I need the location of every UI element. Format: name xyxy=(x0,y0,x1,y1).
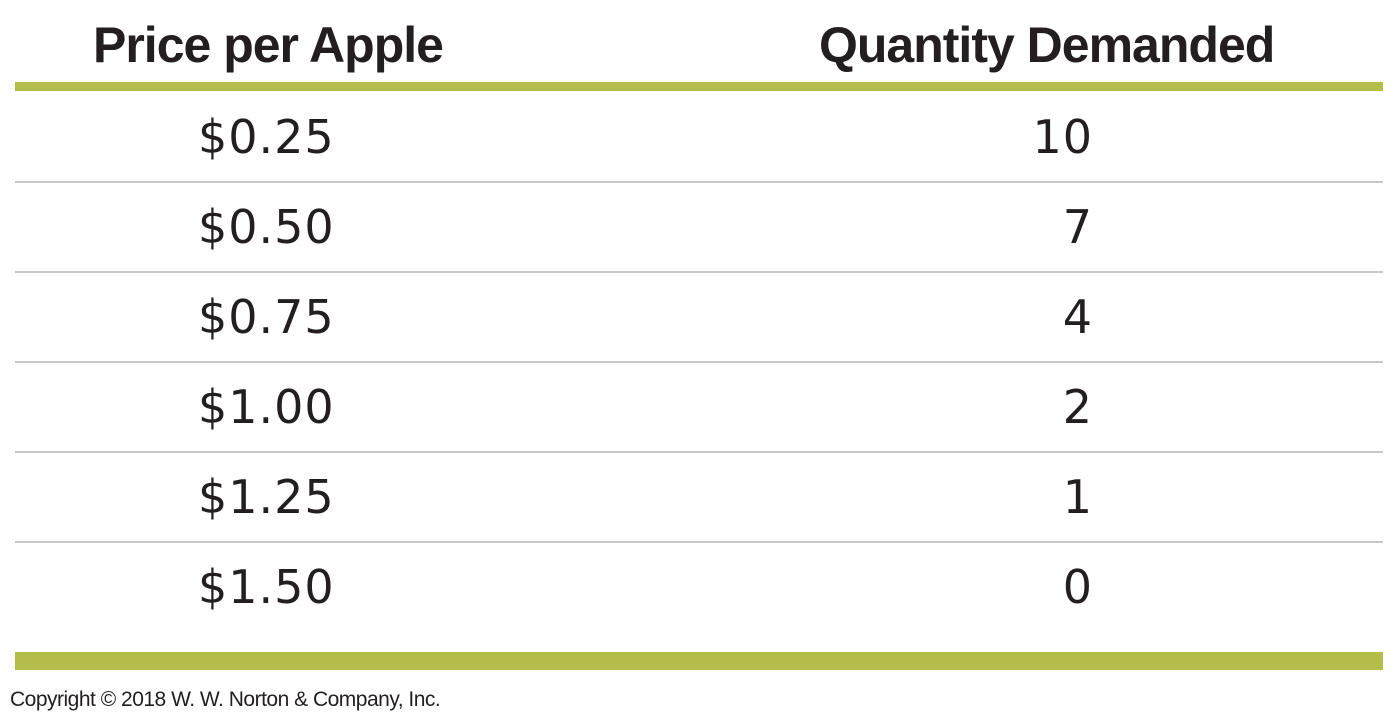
price-cell: $1.25 xyxy=(198,470,335,524)
quantity-cell: 7 xyxy=(1062,200,1093,254)
column-header-quantity: Quantity Demanded xyxy=(819,17,1275,73)
price-cell: $0.75 xyxy=(198,290,335,344)
quantity-cell: 4 xyxy=(1062,290,1093,344)
table-header-row: Price per Apple Quantity Demanded xyxy=(15,0,1383,82)
copyright-notice: Copyright © 2018 W. W. Norton & Company,… xyxy=(10,688,441,711)
quantity-cell: 2 xyxy=(1062,380,1093,434)
price-cell: $1.50 xyxy=(198,560,335,614)
table-row: $0.75 4 xyxy=(15,273,1383,363)
footer-rule xyxy=(15,652,1383,670)
table-row: $1.25 1 xyxy=(15,453,1383,543)
column-header-price: Price per Apple xyxy=(93,17,444,73)
price-cell: $0.25 xyxy=(198,110,335,164)
quantity-cell: 1 xyxy=(1062,470,1093,524)
quantity-cell: 0 xyxy=(1062,560,1093,614)
demand-schedule-table: Price per Apple Quantity Demanded $0.25 … xyxy=(15,0,1383,672)
quantity-cell: 10 xyxy=(1032,110,1093,164)
table-row: $0.50 7 xyxy=(15,183,1383,273)
table-row: $1.00 2 xyxy=(15,363,1383,453)
price-cell: $1.00 xyxy=(198,380,335,434)
price-cell: $0.50 xyxy=(198,200,335,254)
table-row: $1.50 0 xyxy=(15,543,1383,633)
table-row: $0.25 10 xyxy=(15,93,1383,183)
header-rule xyxy=(15,82,1383,91)
table-body: $0.25 10 $0.50 7 $0.75 4 $1.00 2 $1.25 1… xyxy=(15,93,1383,633)
